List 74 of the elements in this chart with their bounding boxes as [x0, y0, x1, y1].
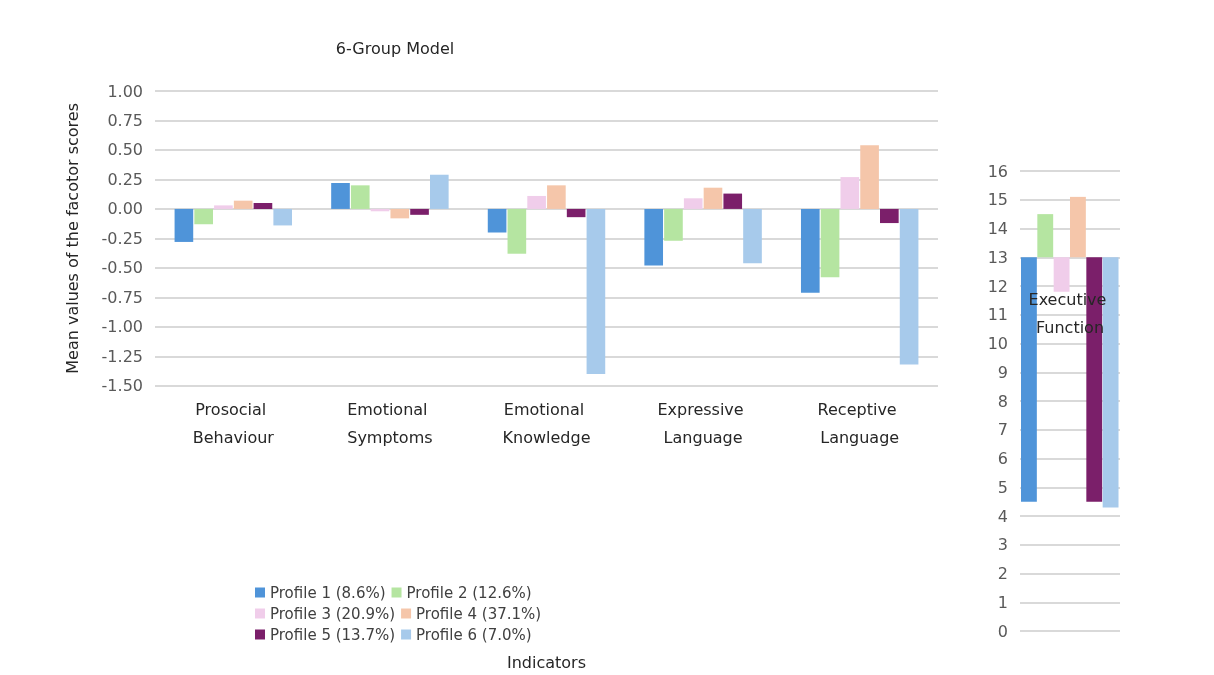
y-tick-label: 4 [997, 506, 1008, 526]
x-axis-title: Indicators [506, 652, 587, 672]
y-tick-label: -1.50 [101, 376, 143, 396]
x-tick-label: Receptive Language [817, 400, 902, 448]
bar [233, 200, 253, 209]
legend-label: Profile 2 (12.6%) [406, 583, 532, 602]
y-tick-label: -0.50 [101, 258, 143, 278]
x-tick-label: Emotional Knowledge [502, 400, 591, 448]
legend-label: Profile 4 (37.1%) [416, 604, 542, 623]
bar [664, 208, 683, 241]
bar [410, 208, 429, 215]
x-tick-label: Expressive Language [657, 400, 749, 448]
bar [194, 208, 213, 225]
bar [880, 208, 899, 224]
bar [214, 205, 233, 209]
y-tick-label: 5 [997, 477, 1008, 497]
bar [429, 174, 449, 209]
bar [566, 208, 586, 218]
bar [723, 193, 743, 209]
chart-title: 6-Group Model [335, 38, 455, 58]
y-tick-label: 2 [997, 564, 1008, 583]
bar [586, 208, 606, 375]
bar [527, 195, 546, 209]
y-tick-label: 3 [997, 535, 1008, 555]
y-tick-label: 13 [987, 247, 1008, 267]
bar [273, 208, 293, 226]
bar [547, 185, 566, 209]
bar [644, 208, 664, 266]
y-tick-label: -0.25 [101, 228, 143, 248]
bar [860, 145, 879, 209]
y-tick-label: 9 [997, 362, 1008, 382]
y-tick-label: 1.00 [107, 81, 143, 101]
y-tick-label: 16 [987, 161, 1008, 181]
y-tick-label: -1.25 [101, 346, 143, 366]
bar [743, 208, 762, 264]
bar [800, 208, 820, 293]
legend-label: Profile 1 (8.6%) [270, 583, 386, 602]
x-tick-label: Emotional Symptoms [347, 400, 433, 448]
bar [390, 208, 410, 219]
y-tick-label: -1.00 [101, 317, 143, 337]
bar [1070, 196, 1086, 258]
bar [820, 208, 840, 278]
y-tick-label: 15 [987, 190, 1008, 210]
bar [487, 208, 507, 233]
bar [703, 187, 723, 209]
bar [1053, 257, 1070, 292]
y-tick-label: 0.50 [107, 140, 143, 160]
bar [253, 203, 273, 209]
bar [840, 177, 860, 209]
legend-label: Profile 5 (13.7%) [270, 625, 396, 644]
bar [350, 185, 370, 209]
y-tick-label: -0.75 [101, 287, 143, 307]
y-tick-label: 0.25 [107, 169, 143, 189]
bar [899, 208, 919, 365]
y-tick-label: 1 [997, 592, 1008, 612]
x-tick-label: Prosocial Behaviour [192, 400, 275, 448]
y-tick-label: 8 [997, 391, 1008, 411]
y-tick-label: 0.00 [107, 199, 143, 219]
y-tick-label: 10 [987, 334, 1008, 353]
y-tick-label: 0.75 [107, 110, 143, 130]
y-tick-label: 12 [987, 276, 1008, 296]
y-tick-label: 6 [997, 449, 1008, 468]
y-axis-title: Mean values of the facotor scores [62, 103, 82, 374]
y-tick-label: 14 [987, 219, 1008, 238]
bar [1037, 214, 1054, 258]
legend-label: Profile 3 (20.9%) [270, 604, 396, 623]
y-tick-label: 7 [997, 420, 1008, 440]
bar [331, 182, 350, 209]
y-tick-label: 11 [987, 305, 1008, 325]
legend-label: Profile 6 (7.0%) [416, 625, 532, 644]
bar [683, 198, 703, 209]
bar [507, 208, 527, 254]
y-tick-label: 0 [997, 621, 1008, 641]
bar [174, 208, 194, 242]
